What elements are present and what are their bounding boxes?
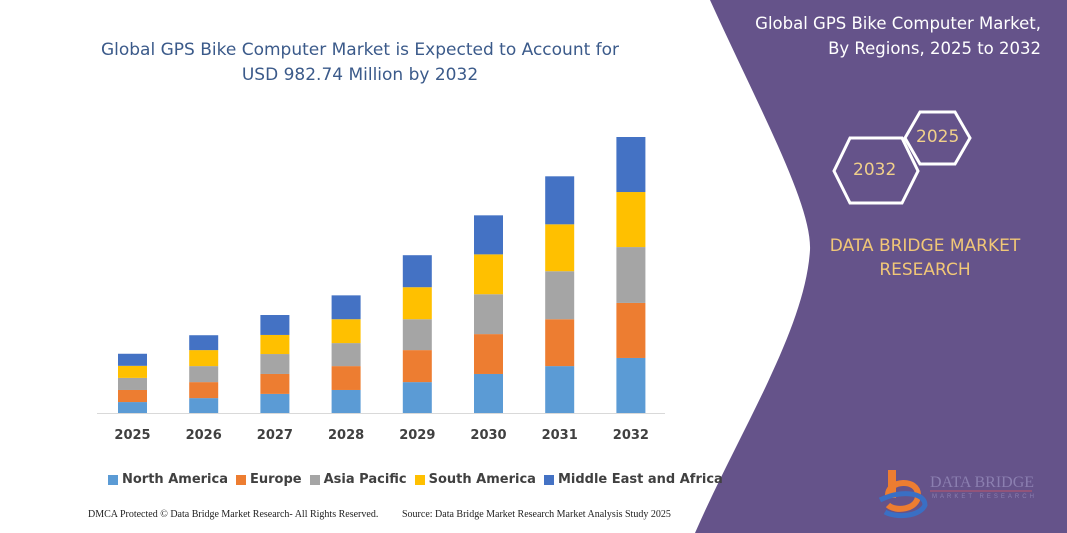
- bar-2032-north-america: [616, 357, 646, 413]
- bar-2026-north-america: [189, 398, 219, 413]
- bar-2029-middle-east-and-africa: [402, 255, 432, 288]
- legend-item: Middle East and Africa: [543, 472, 723, 487]
- bar-2030-europe: [474, 334, 503, 374]
- bar-2027-asia-pacific: [260, 354, 290, 374]
- legend-swatch: [543, 474, 554, 485]
- x-tick-label: 2028: [328, 428, 364, 443]
- hexagon-2032: [832, 136, 920, 205]
- bar-2029-europe: [402, 350, 432, 383]
- bar-2030-north-america: [474, 373, 503, 413]
- bar-2025-south-america: [118, 365, 147, 378]
- bar-2027-north-america: [260, 393, 290, 413]
- legend-item: Asia Pacific: [309, 472, 407, 487]
- bar-2028-middle-east-and-africa: [331, 295, 361, 320]
- x-tick-label: 2027: [257, 428, 293, 443]
- bar-2032-europe: [616, 302, 646, 358]
- legend-label: South America: [428, 472, 536, 487]
- brand-line1: DATA BRIDGE MARKET: [829, 236, 1021, 256]
- bar-2028-europe: [331, 366, 361, 390]
- x-tick-label: 2025: [114, 428, 150, 443]
- bar-2028-north-america: [331, 389, 361, 413]
- bar-2025-middle-east-and-africa: [118, 353, 147, 366]
- legend-swatch: [309, 474, 320, 485]
- bar-2026-asia-pacific: [189, 366, 219, 383]
- x-tick-label: 2026: [186, 428, 222, 443]
- bar-2030-asia-pacific: [474, 294, 503, 335]
- legend-swatch: [108, 474, 118, 485]
- brand-line2: RESEARCH: [879, 260, 971, 280]
- hex-label-2032: 2032: [853, 160, 897, 180]
- bar-2031-europe: [545, 319, 575, 367]
- bar-2027-south-america: [260, 334, 290, 355]
- panel-title-line1: Global GPS Bike Computer Market,: [755, 14, 1041, 33]
- bar-2027-middle-east-and-africa: [260, 315, 290, 335]
- bar-2031-north-america: [545, 366, 575, 413]
- panel-title: Global GPS Bike Computer Market, By Regi…: [755, 11, 1041, 61]
- legend-swatch: [414, 474, 425, 485]
- dmca-footer: DMCA Protected © Data Bridge Market Rese…: [88, 509, 379, 520]
- bar-2028-asia-pacific: [331, 343, 361, 367]
- hexagon-2025: [903, 110, 972, 166]
- legend-item: Europe: [236, 472, 302, 487]
- logo-subtext: MARKET RESEARCH: [932, 494, 1037, 500]
- chart-title: Global GPS Bike Computer Market is Expec…: [100, 40, 620, 85]
- bar-2031-south-america: [545, 224, 575, 272]
- brand-name: DATA BRIDGE MARKET RESEARCH: [810, 234, 1040, 282]
- bar-2029-asia-pacific: [402, 319, 432, 351]
- stacked-bar-chart: 2025 2026 2027 2028 2029 2030 2031 2032: [97, 137, 665, 443]
- source-footer: Source: Data Bridge Market Research Mark…: [402, 509, 671, 520]
- bar-2028-south-america: [331, 319, 361, 344]
- bar-2029-north-america: [402, 382, 432, 413]
- panel-title-line2: By Regions, 2025 to 2032: [828, 39, 1041, 58]
- legend-label: North America: [122, 472, 228, 487]
- x-tick-label: 2031: [542, 428, 578, 443]
- legend-label: Asia Pacific: [323, 472, 407, 487]
- x-tick-label: 2029: [399, 428, 435, 443]
- bar-2027-europe: [260, 373, 290, 394]
- bar-2031-middle-east-and-africa: [545, 176, 575, 225]
- bar-2025-europe: [118, 389, 147, 403]
- bar-2032-asia-pacific: [616, 247, 646, 303]
- bar-2025-asia-pacific: [118, 377, 147, 390]
- logo-text: DATA BRIDGE: [930, 474, 1035, 491]
- bar-2029-south-america: [402, 287, 432, 320]
- legend-label: Middle East and Africa: [557, 472, 723, 487]
- bar-2030-south-america: [474, 254, 503, 295]
- bar-2026-europe: [189, 382, 219, 399]
- bar-2031-asia-pacific: [545, 271, 575, 320]
- bar-2026-south-america: [189, 350, 219, 367]
- legend-swatch: [236, 474, 246, 485]
- legend-item: North America: [108, 472, 228, 487]
- legend-item: South America: [414, 472, 536, 487]
- logo-icon: [878, 470, 1032, 519]
- bar-2030-middle-east-and-africa: [474, 215, 503, 255]
- bar-2032-middle-east-and-africa: [616, 137, 646, 193]
- hex-label-2025: 2025: [916, 127, 960, 147]
- bar-2026-middle-east-and-africa: [189, 335, 219, 351]
- x-tick-label: 2032: [613, 428, 649, 443]
- bar-2025-north-america: [118, 402, 147, 413]
- legend-label: Europe: [250, 472, 302, 487]
- chart-legend: North America Europe Asia Pacific South Ame…: [108, 472, 723, 487]
- bar-2032-south-america: [616, 192, 646, 248]
- x-tick-label: 2030: [470, 428, 506, 443]
